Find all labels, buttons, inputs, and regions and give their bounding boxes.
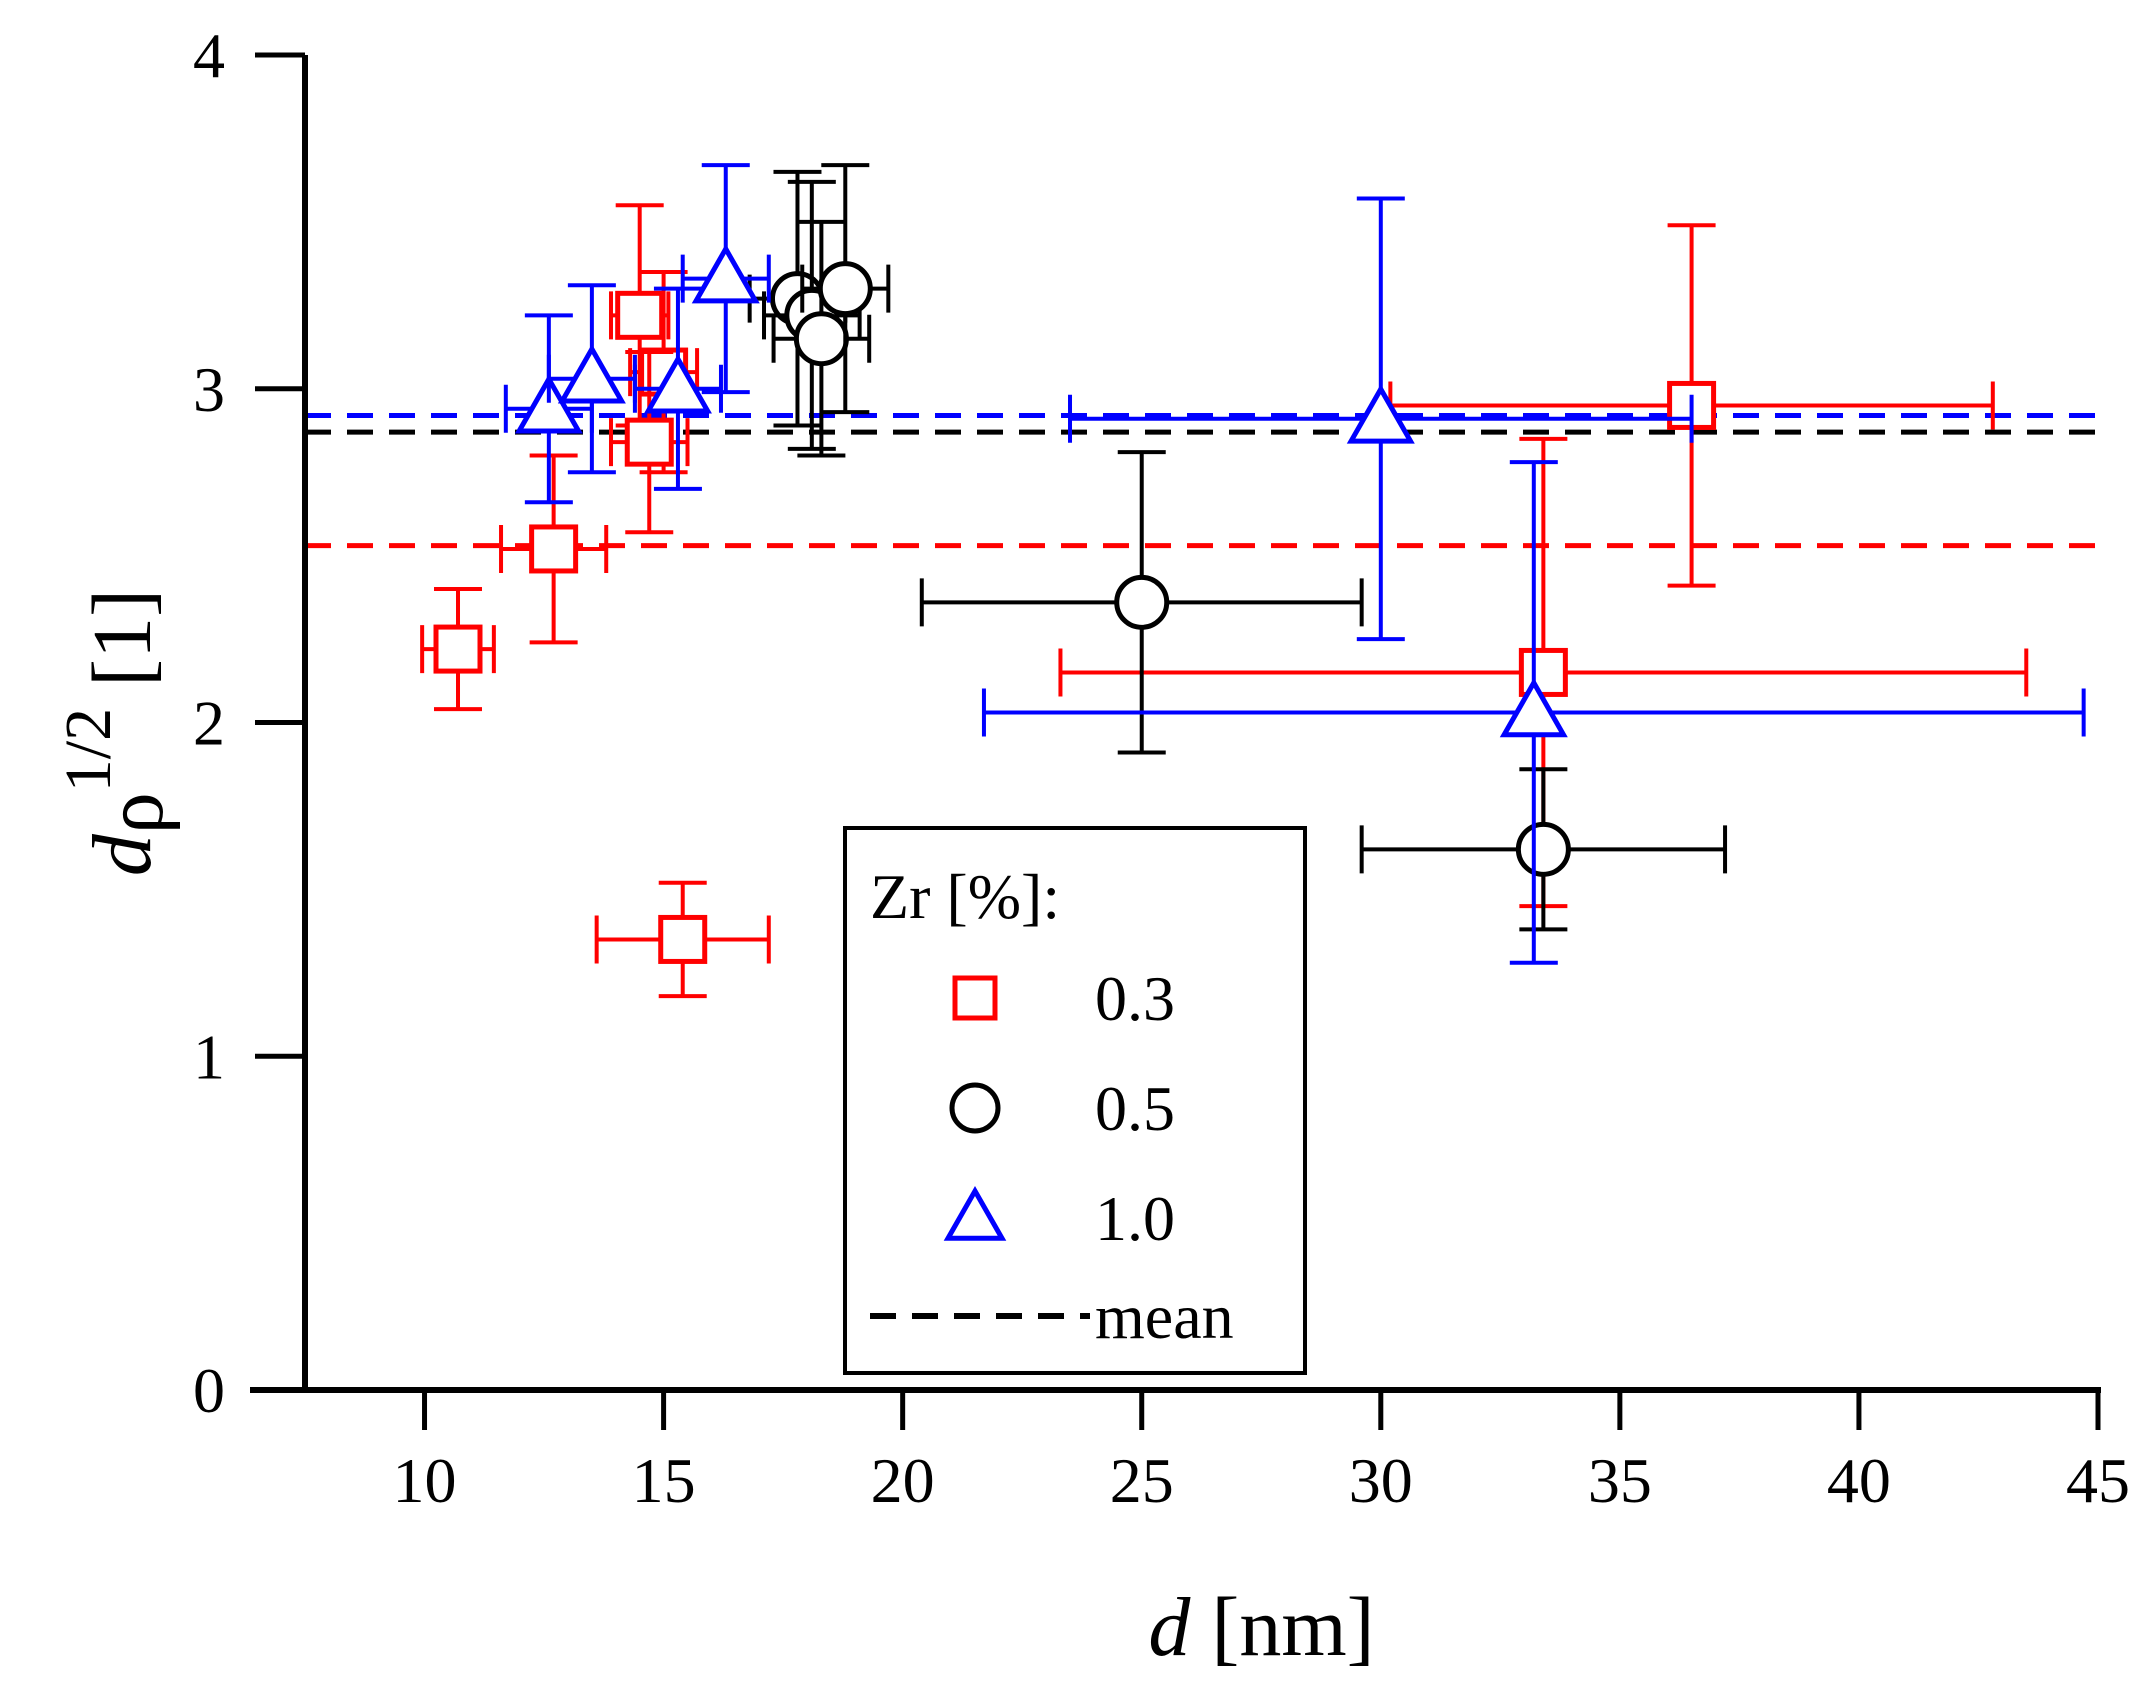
data-point-circle [1515, 821, 1571, 877]
y-axis-superscript: 1/2 [52, 708, 125, 792]
x-tick-label: 35 [1588, 1445, 1652, 1516]
y-tick-label: 0 [193, 1355, 225, 1426]
y-tick-label: 3 [193, 354, 225, 425]
series-1.0 [503, 163, 2086, 965]
y-axis-title: dρ1/2 [1] [52, 589, 181, 876]
x-tick-label: 40 [1827, 1445, 1891, 1516]
x-tick-label: 20 [871, 1445, 935, 1516]
data-point-triangle [514, 374, 583, 434]
data-point-triangle [691, 243, 760, 304]
data-point-square [658, 914, 708, 964]
y-axis-variable: d [76, 833, 169, 876]
x-axis-title: d [nm] [1148, 1581, 1374, 1674]
data-point-square [529, 524, 579, 574]
data-point-square [615, 290, 665, 340]
x-tick-label: 45 [2066, 1445, 2130, 1516]
x-tick-label: 30 [1349, 1445, 1413, 1516]
legend-title: Zr [%]: [870, 861, 1060, 932]
legend-label: 0.3 [1095, 963, 1175, 1034]
legend-label: 0.5 [1095, 1073, 1175, 1144]
data-point-circle [1114, 574, 1170, 630]
legend-label: mean [1095, 1281, 1234, 1352]
legend-item-0.3: 0.3 [952, 963, 1175, 1034]
data-point-square [433, 624, 483, 674]
x-tick-label: 10 [393, 1445, 457, 1516]
y-axis-subscript: ρ [88, 792, 181, 834]
x-tick-label: 15 [632, 1445, 696, 1516]
data-point-circle [793, 311, 849, 367]
legend: Zr [%]: 0.3 0.5 1.0 mean [843, 826, 1307, 1375]
data-point-triangle [643, 354, 712, 414]
data-point-triangle [1499, 677, 1568, 738]
legend-box [843, 826, 1307, 1375]
axes: 10 15 20 25 30 35 40 45 0 1 2 3 4 [193, 20, 2130, 1516]
x-axis-variable: d [1148, 1581, 1191, 1674]
legend-item-0.5: 0.5 [949, 1073, 1175, 1144]
y-tick-label: 2 [193, 688, 225, 759]
legend-label: 1.0 [1095, 1183, 1175, 1254]
plot-area [305, 163, 2098, 999]
data-point-triangle [1346, 384, 1415, 444]
y-tick-label: 4 [193, 20, 225, 91]
y-axis-unit: [1] [76, 589, 169, 708]
legend-marker-square [952, 975, 998, 1021]
data-point-square [624, 417, 674, 467]
legend-marker-triangle [943, 1185, 1007, 1241]
legend-marker-circle [949, 1082, 1001, 1134]
x-tick-label: 25 [1110, 1445, 1174, 1516]
data-point-triangle [557, 343, 626, 404]
legend-item-mean: mean [870, 1281, 1234, 1352]
data-point-circle [817, 261, 873, 317]
y-tick-label: 1 [193, 1021, 225, 1092]
series-0.5 [747, 163, 1728, 932]
axis-labels: d [nm]dρ1/2 [1] [52, 589, 1375, 1674]
legend-item-1.0: 1.0 [943, 1183, 1175, 1254]
x-axis-unit: [nm] [1190, 1581, 1374, 1674]
data-point-square [1518, 647, 1568, 697]
